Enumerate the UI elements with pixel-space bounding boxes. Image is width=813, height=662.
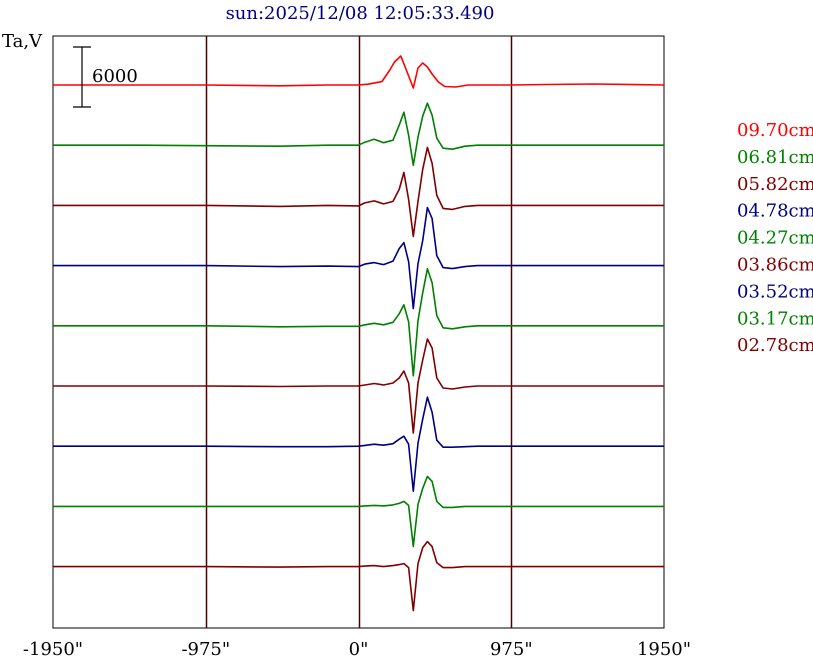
scale-bar-label: 6000 xyxy=(92,66,138,87)
chart-title: sun:2025/12/08 12:05:33.490 xyxy=(226,3,495,24)
series-layer xyxy=(53,55,665,612)
series-line-04.78cm xyxy=(53,206,664,310)
y-axis-label: Ta,V xyxy=(2,31,43,52)
legend-entry: 05.82cm xyxy=(737,174,813,195)
legend-entry: 03.52cm xyxy=(737,281,813,302)
x-tick-label: 1950" xyxy=(637,639,691,660)
legend-entry: 04.78cm xyxy=(737,201,813,222)
series-line-02.78cm xyxy=(53,540,664,612)
legend: 09.70cm 06.81cm 05.82cm 04.78cm 04.27cm 03.86… xyxy=(737,120,813,356)
scale-bar xyxy=(73,46,91,108)
plot-frame xyxy=(52,35,665,629)
series-line-09.70cm xyxy=(53,55,665,89)
series-line-04.27cm xyxy=(53,267,664,377)
series-line-03.86cm xyxy=(53,338,664,434)
x-tick-labels: -1950" -975" 0" 975" 1950" xyxy=(23,639,691,660)
x-tick-label: 0" xyxy=(349,639,369,660)
x-tick-label: 975" xyxy=(490,639,533,660)
legend-entry: 06.81cm xyxy=(737,147,813,168)
legend-entry: 02.78cm xyxy=(737,335,813,356)
series-line-03.17cm xyxy=(53,475,664,548)
series-line-05.82cm xyxy=(53,146,664,238)
series-line-06.81cm xyxy=(53,102,664,166)
x-tick-label: -1950" xyxy=(23,639,83,660)
vertical-grid xyxy=(205,36,513,628)
legend-entry: 09.70cm xyxy=(737,120,813,141)
legend-entry: 03.17cm xyxy=(737,308,813,329)
legend-entry: 03.86cm xyxy=(737,255,813,276)
legend-entry: 04.27cm xyxy=(737,228,813,249)
series-line-03.52cm xyxy=(53,396,664,493)
x-tick-label: -975" xyxy=(181,639,230,660)
